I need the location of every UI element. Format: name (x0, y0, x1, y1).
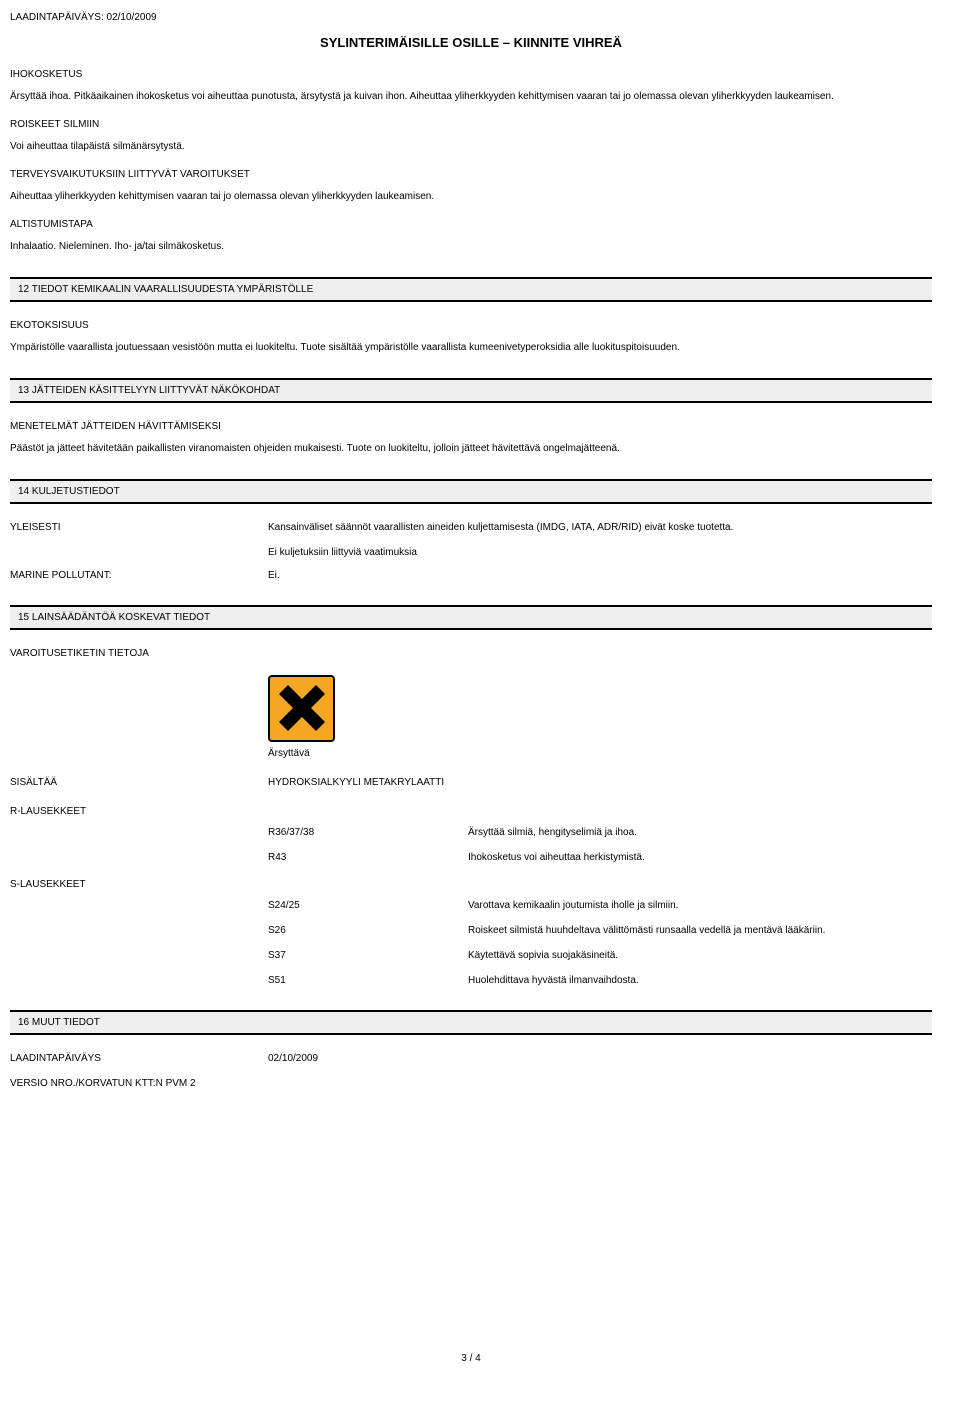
label-info-heading: VAROITUSETIKETIN TIETOJA (10, 646, 932, 661)
skin-contact-heading: IHOKOSKETUS (10, 67, 932, 82)
r-phrase-row: R36/37/38 Ärsyttää silmiä, hengityselimi… (10, 825, 932, 840)
r-phrase-text: Ärsyttää silmiä, hengityselimiä ja ihoa. (468, 825, 637, 840)
section-12-bar: 12 TIEDOT KEMIKAALIN VAARALLISUUDESTA YM… (10, 277, 932, 302)
general-text-1: Kansainväliset säännöt vaarallisten aine… (268, 520, 733, 535)
s16-version-label: VERSIO NRO./KORVATUN KTT:N PVM (10, 1076, 190, 1091)
s-phrase-text: Huolehdittava hyvästä ilmanvaihdosta. (468, 973, 639, 988)
eco-heading: EKOTOKSISUUS (10, 318, 932, 333)
s16-date-label: LAADINTAPÄIVÄYS (10, 1051, 268, 1066)
section-14-bar: 14 KULJETUSTIEDOT (10, 479, 932, 504)
section-16-bar: 16 MUUT TIEDOT (10, 1010, 932, 1035)
s-phrases-heading: S-LAUSEKKEET (10, 877, 932, 892)
s-phrase-row: S26 Roiskeet silmistä huuhdeltava välitt… (10, 923, 932, 938)
s-phrase-code: S51 (268, 973, 468, 988)
date-header: LAADINTAPÄIVÄYS: 02/10/2009 (10, 10, 932, 25)
s-phrase-text: Käytettävä sopivia suojakäsineitä. (468, 948, 618, 963)
s-phrase-text: Varottava kemikaalin joutumista iholle j… (468, 898, 678, 913)
s-phrase-row: S37 Käytettävä sopivia suojakäsineitä. (10, 948, 932, 963)
general-label: YLEISESTI (10, 520, 268, 560)
skin-contact-text: Ärsyttää ihoa. Pitkäaikainen ihokosketus… (10, 88, 932, 105)
methods-heading: MENETELMÄT JÄTTEIDEN HÄVITTÄMISEKSI (10, 419, 932, 434)
r-phrase-row: R43 Ihokosketus voi aiheuttaa herkistymi… (10, 850, 932, 865)
page-footer: 3 / 4 (10, 1351, 932, 1366)
s-phrase-code: S24/25 (268, 898, 468, 913)
r-phrase-text: Ihokosketus voi aiheuttaa herkistymistä. (468, 850, 645, 865)
s-phrase-code: S26 (268, 923, 468, 938)
document-title: SYLINTERIMÄISILLE OSILLE – KIINNITE VIHR… (10, 33, 932, 53)
exposure-text: Inhalaatio. Nieleminen. Iho- ja/tai silm… (10, 238, 932, 255)
eye-splash-text: Voi aiheuttaa tilapäistä silmänärsytystä… (10, 138, 932, 155)
s-phrase-code: S37 (268, 948, 468, 963)
section-15-title: 15 LAINSÄÄDÄNTÖÄ KOSKEVAT TIEDOT (18, 612, 210, 623)
health-warnings-heading: TERVEYSVAIKUTUKSIIN LIITTYVÄT VAROITUKSE… (10, 167, 932, 182)
marine-label: MARINE POLLUTANT: (10, 568, 268, 583)
section-16-title: 16 MUUT TIEDOT (18, 1017, 100, 1028)
section-12-title: 12 TIEDOT KEMIKAALIN VAARALLISUUDESTA YM… (18, 284, 313, 295)
exposure-heading: ALTISTUMISTAPA (10, 217, 932, 232)
r-phrase-code: R43 (268, 850, 468, 865)
irritant-x-icon (279, 685, 325, 731)
section-15-bar: 15 LAINSÄÄDÄNTÖÄ KOSKEVAT TIEDOT (10, 605, 932, 630)
section-13-title: 13 JÄTTEIDEN KÄSITTELYYN LIITTYVÄT NÄKÖK… (18, 385, 280, 396)
methods-text: Päästöt ja jätteet hävitetään paikallist… (10, 440, 932, 457)
s16-version-value: 2 (190, 1076, 196, 1091)
r-phrase-code: R36/37/38 (268, 825, 468, 840)
s-phrase-row: S24/25 Varottava kemikaalin joutumista i… (10, 898, 932, 913)
s-phrase-row: S51 Huolehdittava hyvästä ilmanvaihdosta… (10, 973, 932, 988)
contains-label: SISÄLTÄÄ (10, 775, 268, 790)
s-phrase-text: Roiskeet silmistä huuhdeltava välittömäs… (468, 923, 825, 938)
health-warnings-text: Aiheuttaa yliherkkyyden kehittymisen vaa… (10, 188, 932, 205)
section-14-title: 14 KULJETUSTIEDOT (18, 486, 120, 497)
hazard-symbol-box (268, 675, 335, 742)
section-13-bar: 13 JÄTTEIDEN KÄSITTELYYN LIITTYVÄT NÄKÖK… (10, 378, 932, 403)
s16-date-value: 02/10/2009 (268, 1051, 318, 1066)
general-text-2: Ei kuljetuksiin liittyviä vaatimuksia (268, 545, 733, 560)
marine-value: Ei. (268, 568, 280, 583)
contains-value: HYDROKSIALKYYLI METAKRYLAATTI (268, 775, 444, 790)
eye-splash-heading: ROISKEET SILMIIN (10, 117, 932, 132)
r-phrases-heading: R-LAUSEKKEET (10, 804, 932, 819)
eco-text: Ympäristölle vaarallista joutuessaan ves… (10, 339, 932, 356)
hazard-caption: Ärsyttävä (268, 746, 932, 761)
